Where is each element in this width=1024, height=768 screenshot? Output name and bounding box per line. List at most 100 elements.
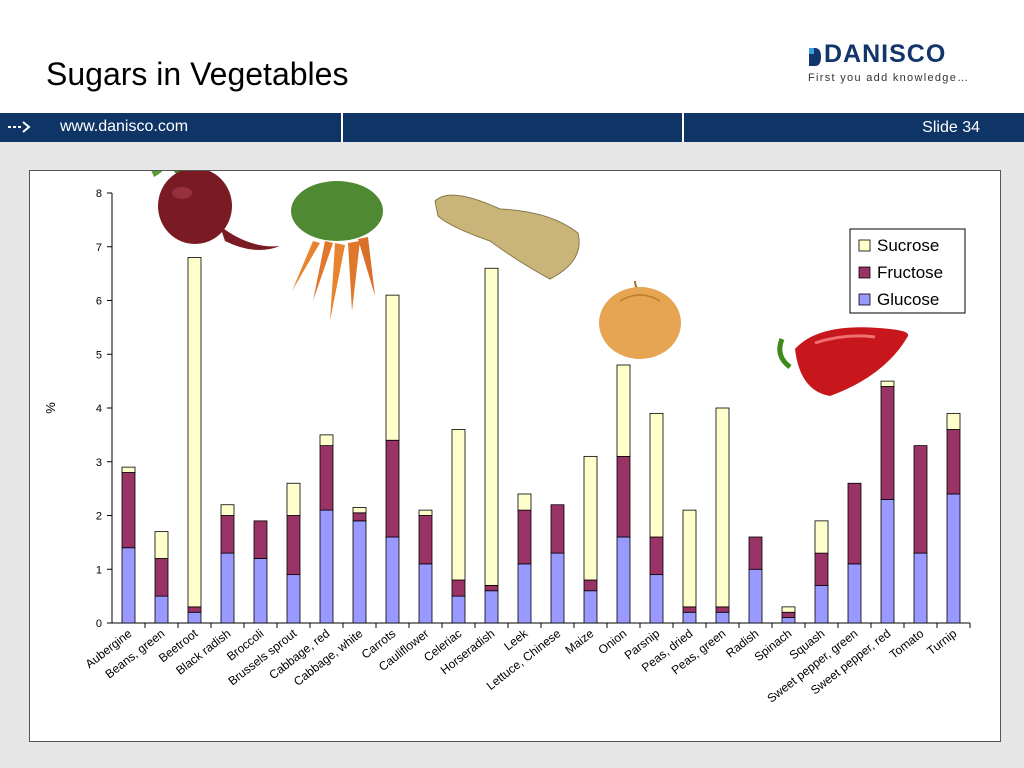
bar-sucrose xyxy=(715,407,730,608)
bar-fructose xyxy=(616,455,631,538)
bar-sucrose xyxy=(286,482,301,516)
bar-fructose xyxy=(253,520,268,559)
bar-fructose xyxy=(352,512,367,522)
bar-glucose xyxy=(880,498,895,624)
bar-glucose xyxy=(748,568,763,624)
bar-sucrose xyxy=(352,507,367,514)
onion-icon xyxy=(599,280,681,359)
beetroot-icon xyxy=(148,154,280,250)
bar-sucrose xyxy=(616,364,631,457)
bar-fructose xyxy=(583,579,598,592)
bar-fructose xyxy=(649,536,664,576)
bar-fructose xyxy=(913,445,928,554)
x-tick-label: Maize xyxy=(562,626,596,657)
bar-glucose xyxy=(418,563,433,624)
bar-fructose xyxy=(880,386,895,500)
y-tick-label: 7 xyxy=(96,242,102,254)
bar-fructose xyxy=(748,536,763,570)
bar-sucrose xyxy=(946,412,961,430)
bar-fructose xyxy=(484,584,499,592)
legend-label-glucose: Glucose xyxy=(877,290,939,309)
y-tick-label: 2 xyxy=(96,511,102,523)
logo-name: DANISCO xyxy=(824,40,947,68)
bar-glucose xyxy=(517,563,532,624)
bar-glucose xyxy=(649,574,664,624)
bar-glucose xyxy=(583,590,598,624)
slide-number: Slide 34 xyxy=(922,119,980,136)
bar-sucrose xyxy=(418,509,433,516)
bar-glucose xyxy=(616,536,631,624)
x-tick-label: Tomato xyxy=(887,626,927,661)
danisco-logo-icon xyxy=(808,45,822,66)
bar-sucrose xyxy=(880,380,895,387)
bar-glucose xyxy=(550,552,565,624)
y-axis-label: % xyxy=(43,402,58,414)
bar-glucose xyxy=(352,520,367,624)
bar-fructose xyxy=(781,611,796,619)
bar-fructose xyxy=(286,515,301,576)
slide-header: Sugars in Vegetables DANISCO First you a… xyxy=(0,0,1024,113)
bar-fructose xyxy=(385,439,400,538)
bar-glucose xyxy=(715,611,730,624)
bar-fructose xyxy=(451,579,466,597)
bar-sucrose xyxy=(517,493,532,511)
y-tick-label: 1 xyxy=(96,564,102,576)
bar-fructose xyxy=(121,472,136,549)
bar-fructose xyxy=(814,552,829,586)
bar-sucrose xyxy=(781,606,796,613)
bar-glucose xyxy=(946,493,961,624)
legend-swatch-fructose xyxy=(858,266,871,279)
website-link[interactable]: www.danisco.com xyxy=(60,118,189,135)
danisco-logo: DANISCO First you add knowledge… xyxy=(808,40,1008,84)
legend-label-fructose: Fructose xyxy=(877,263,943,282)
bar-glucose xyxy=(451,595,466,624)
bar-glucose xyxy=(847,563,862,624)
bar-glucose xyxy=(682,611,697,624)
bar-sucrose xyxy=(154,531,169,559)
slide-title: Sugars in Vegetables xyxy=(46,56,349,92)
bar-fructose xyxy=(319,445,334,511)
bar-fructose xyxy=(550,504,565,554)
bar-sucrose xyxy=(319,434,334,447)
bar-glucose xyxy=(220,552,235,624)
y-tick-label: 6 xyxy=(96,296,102,308)
band-divider xyxy=(682,113,684,142)
bar-sucrose xyxy=(121,466,136,473)
bar-glucose xyxy=(286,574,301,624)
legend-label-sucrose: Sucrose xyxy=(877,236,939,255)
bar-sucrose xyxy=(649,412,664,538)
bar-fructose xyxy=(847,482,862,565)
y-tick-label: 0 xyxy=(96,618,102,630)
x-tick-label: Spinach xyxy=(752,626,795,664)
chart-frame: 0 1 2 3 4 5 6 7 8% Aubergine Beans, green Beetroot B… xyxy=(29,154,1001,742)
bar-fructose xyxy=(220,515,235,554)
bar-sucrose xyxy=(484,267,499,586)
bar-glucose xyxy=(484,590,499,624)
bar-glucose xyxy=(253,558,268,624)
bar-sucrose xyxy=(451,429,466,581)
bar-fructose xyxy=(187,606,202,613)
bar-glucose xyxy=(319,509,334,624)
y-tick-label: 4 xyxy=(96,403,102,415)
legend-swatch-sucrose xyxy=(858,239,871,252)
bar-glucose xyxy=(814,584,829,624)
band-divider xyxy=(341,113,343,142)
arrow-right-icon xyxy=(8,120,34,139)
y-tick-label: 8 xyxy=(96,188,102,200)
bar-glucose xyxy=(385,536,400,624)
bar-fructose xyxy=(682,606,697,613)
bar-glucose xyxy=(781,617,796,624)
bar-fructose xyxy=(517,509,532,565)
y-tick-label: 5 xyxy=(96,349,102,361)
horseradish-icon xyxy=(434,194,580,280)
logo-tagline: First you add knowledge… xyxy=(808,72,970,84)
bar-glucose xyxy=(121,547,136,624)
bar-fructose xyxy=(946,429,961,495)
header-band: www.danisco.com Slide 34 xyxy=(0,113,1024,142)
x-tick-label: Turnip xyxy=(924,626,959,658)
bar-sucrose xyxy=(814,520,829,554)
bar-sucrose xyxy=(220,504,235,516)
bar-glucose xyxy=(154,595,169,624)
bar-sucrose xyxy=(187,257,202,608)
